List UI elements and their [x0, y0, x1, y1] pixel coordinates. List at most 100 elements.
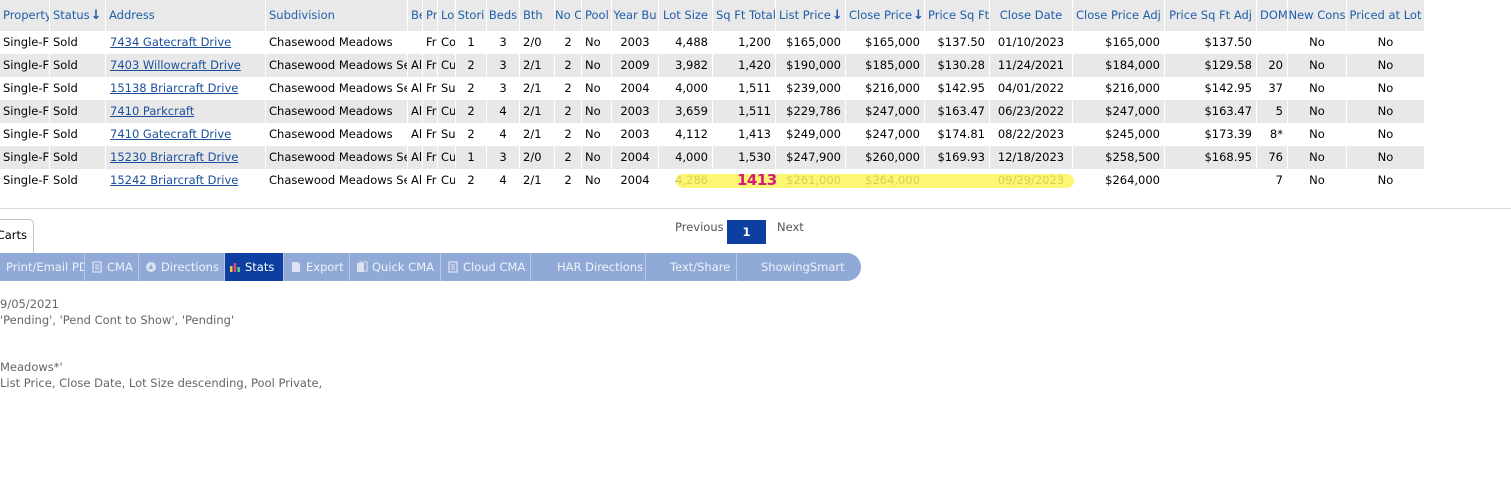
column-header-subdivision[interactable]: Subdivision — [266, 0, 408, 31]
cell-subdivision: Chasewood Meadows Sec — [266, 169, 408, 192]
page-1-button[interactable]: 1 — [727, 220, 766, 244]
cell-dom: 76 — [1257, 146, 1288, 169]
toolbar-export-button[interactable]: Export — [284, 253, 350, 281]
address-link[interactable]: 15242 Briarcraft Drive — [110, 173, 239, 187]
column-header-pr[interactable]: Pr — [423, 0, 438, 31]
toolbar-directions-button[interactable]: Directions — [139, 253, 225, 281]
column-header-be[interactable]: Be — [408, 0, 423, 31]
column-header-priced-at-lot[interactable]: Priced at Lot — [1347, 0, 1425, 31]
cell-stories: 2 — [456, 100, 487, 123]
cell-close-price: $216,000 — [846, 77, 925, 100]
cell-price-sqft: $174.81 — [925, 123, 990, 146]
table-row[interactable]: Single-F Sold 7434 Gatecraft Drive Chasewoo… — [0, 31, 1425, 54]
address-link[interactable]: 7403 Willowcraft Drive — [110, 58, 241, 72]
column-header-sqft[interactable]: Sq Ft Total — [713, 0, 776, 31]
cell-lot-size: 4,000 — [659, 146, 713, 169]
cell-sqft: 1,530 — [713, 146, 776, 169]
table-row[interactable]: Single-F Sold 7410 Parkcraft Chasewood Mead… — [0, 100, 1425, 123]
toolbar-print-email-pdf-button[interactable]: Print/Email PDF — [0, 253, 85, 281]
cell-subdivision: Chasewood Meadows Sec — [266, 146, 408, 169]
cell-list-price: $229,786 — [776, 100, 846, 123]
table-row[interactable]: Single-F Sold 15230 Briarcraft Drive Chasew… — [0, 146, 1425, 169]
cell-lo: Su — [438, 77, 456, 100]
cell-close-price: $247,000 — [846, 100, 925, 123]
address-link[interactable]: 15138 Briarcraft Drive — [110, 81, 239, 95]
column-header-list-price[interactable]: List Price↓ — [776, 0, 846, 31]
cell-property: Single-F — [0, 100, 50, 123]
column-header-close-date[interactable]: Close Date — [990, 0, 1073, 31]
toolbar-cloud-cma-button[interactable]: Cloud CMA — [441, 253, 531, 281]
cell-pool: No — [582, 31, 612, 54]
toolbar-button-label: Quick CMA — [372, 260, 434, 274]
cell-close-price-adj: $245,000 — [1073, 123, 1165, 146]
next-page-link[interactable]: Next — [777, 220, 804, 234]
cell-price-sqft-adj: $142.95 — [1165, 77, 1257, 100]
column-header-property[interactable]: Property — [0, 0, 50, 31]
column-header-pool[interactable]: Pool — [582, 0, 612, 31]
cell-sqft: 1,200 — [713, 31, 776, 54]
address-link[interactable]: 15230 Briarcraft Drive — [110, 150, 239, 164]
table-row[interactable]: Single-F Sold 7410 Gatecraft Drive Chasewoo… — [0, 123, 1425, 146]
cell-sqft: 1,420 — [713, 54, 776, 77]
toolbar-quick-cma-button[interactable]: Quick CMA — [350, 253, 441, 281]
column-header-lot-size[interactable]: Lot Size — [659, 0, 713, 31]
address-link[interactable]: 7434 Gatecraft Drive — [110, 35, 232, 49]
cell-year-built: 2003 — [612, 31, 659, 54]
cell-close-price: $185,000 — [846, 54, 925, 77]
address-link[interactable]: 7410 Gatecraft Drive — [110, 127, 232, 141]
cell-bth: 2/1 — [520, 123, 555, 146]
column-header-label: Sq Ft Total — [716, 8, 776, 22]
cell-subdivision: Chasewood Meadows Sec — [266, 54, 408, 77]
column-header-beds[interactable]: Beds — [487, 0, 520, 31]
cell-year-built: 2003 — [612, 100, 659, 123]
table-row[interactable]: Single-F Sold 7403 Willowcraft Drive Chasew… — [0, 54, 1425, 77]
cell-pr: Fr — [423, 77, 438, 100]
cell-bth: 2/1 — [520, 100, 555, 123]
cell-be: Al — [408, 54, 423, 77]
cell-subdivision: Chasewood Meadows — [266, 31, 408, 54]
column-header-no[interactable]: No C — [555, 0, 582, 31]
cell-lo: Cu — [438, 54, 456, 77]
column-header-status[interactable]: Status↓ — [50, 0, 106, 31]
column-header-close-price-adj[interactable]: Close Price Adj — [1073, 0, 1165, 31]
toolbar-cma-button[interactable]: CMA — [85, 253, 139, 281]
toolbar-button-label: Cloud CMA — [463, 260, 526, 274]
column-header-price-sqft[interactable]: Price Sq Ft — [925, 0, 990, 31]
cell-stories: 2 — [456, 123, 487, 146]
previous-page-link[interactable]: Previous — [675, 220, 724, 234]
toolbar-showingsmart-button[interactable]: ShowingSmart — [737, 253, 861, 281]
toolbar-har-directions-button[interactable]: HAR Directions — [531, 253, 646, 281]
cell-lot-size: 3,659 — [659, 100, 713, 123]
cell-new-cons: No — [1288, 146, 1347, 169]
search-criteria-status: 'Pending', 'Pend Cont to Show', 'Pending… — [0, 313, 235, 327]
cell-close-date: 08/22/2023 — [990, 123, 1073, 146]
cell-price-sqft-adj: $173.39 — [1165, 123, 1257, 146]
cell-status: Sold — [50, 54, 106, 77]
cell-list-price: $190,000 — [776, 54, 846, 77]
sort-down-arrow-icon: ↓ — [831, 8, 843, 23]
address-link[interactable]: 7410 Parkcraft — [110, 104, 195, 118]
cell-price-sqft: $169.93 — [925, 146, 990, 169]
cell-status: Sold — [50, 123, 106, 146]
column-header-stories[interactable]: Stori — [456, 0, 487, 31]
table-row[interactable]: Single-F Sold 15138 Briarcraft Drive Chasew… — [0, 77, 1425, 100]
column-header-lo[interactable]: Lo — [438, 0, 456, 31]
tab-carts[interactable]: Carts — [0, 219, 34, 253]
column-header-new-cons[interactable]: New Cons — [1288, 0, 1347, 31]
toolbar-button-label: Export — [306, 260, 344, 274]
column-header-bth[interactable]: Bth — [520, 0, 555, 31]
column-header-label: Bth — [523, 8, 543, 22]
column-header-address[interactable]: Address — [106, 0, 266, 31]
column-header-dom[interactable]: DOM — [1257, 0, 1288, 31]
cell-lo: Su — [438, 123, 456, 146]
column-header-price-sqft-adj[interactable]: Price Sq Ft Adj — [1165, 0, 1257, 31]
column-header-close-price[interactable]: Close Price↓ — [846, 0, 925, 31]
column-header-year-built[interactable]: Year Bu — [612, 0, 659, 31]
cell-pr: Fr — [423, 146, 438, 169]
toolbar-text-share-button[interactable]: Text/Share — [646, 253, 737, 281]
cell-close-date: 04/01/2022 — [990, 77, 1073, 100]
cell-address: 7434 Gatecraft Drive — [106, 31, 266, 54]
cell-list-price: $247,900 — [776, 146, 846, 169]
toolbar-stats-button[interactable]: Stats — [225, 253, 284, 281]
cell-new-cons: No — [1288, 77, 1347, 100]
